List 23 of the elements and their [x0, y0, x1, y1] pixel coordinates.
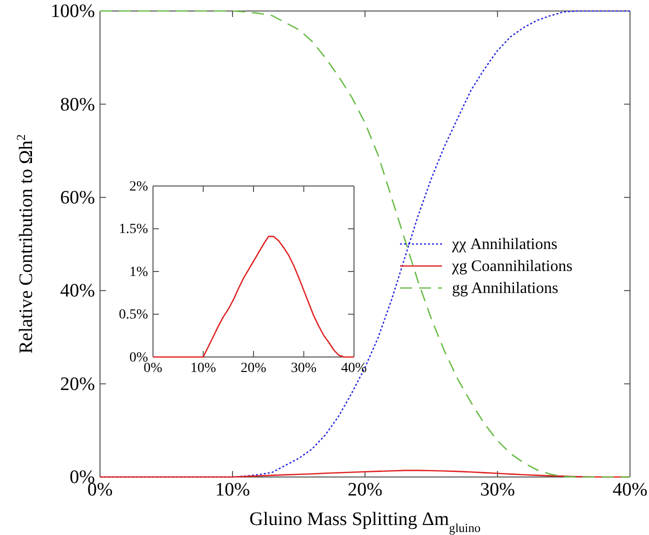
y-tick-label: 0.5% [118, 308, 148, 323]
legend-label: gg Annihilations [452, 280, 558, 297]
legend-label: χχ Annihilations [451, 236, 558, 253]
y-tick-label: 80% [60, 94, 96, 116]
y-tick-label: 20% [60, 374, 96, 395]
y-tick-label: 1.5% [118, 222, 148, 238]
x-tick-label: 10% [190, 360, 216, 376]
legend-label: χg Coannihilations [451, 258, 572, 275]
y-tick-label: 60% [60, 187, 96, 208]
x-tick-label: 30% [290, 360, 317, 376]
x-tick-label: 20% [348, 479, 383, 500]
x-tick-label: 40% [612, 479, 648, 500]
x-tick-label: 30% [480, 479, 516, 500]
x-tick-label: 20% [240, 360, 267, 376]
x-tick-label: 10% [215, 479, 250, 500]
y-tick-label: 1% [129, 264, 148, 280]
y-tick-label: 2% [129, 179, 148, 194]
y-tick-label: 40% [60, 280, 96, 302]
line-series [99, 10, 631, 478]
y-tick-label: 100% [50, 1, 96, 22]
x-tick-label: 0% [144, 360, 163, 376]
x-axis-title: Gluino Mass Splitting Δm$_{gluino}$ [249, 509, 481, 535]
x-tick-label: 40% [341, 360, 368, 376]
